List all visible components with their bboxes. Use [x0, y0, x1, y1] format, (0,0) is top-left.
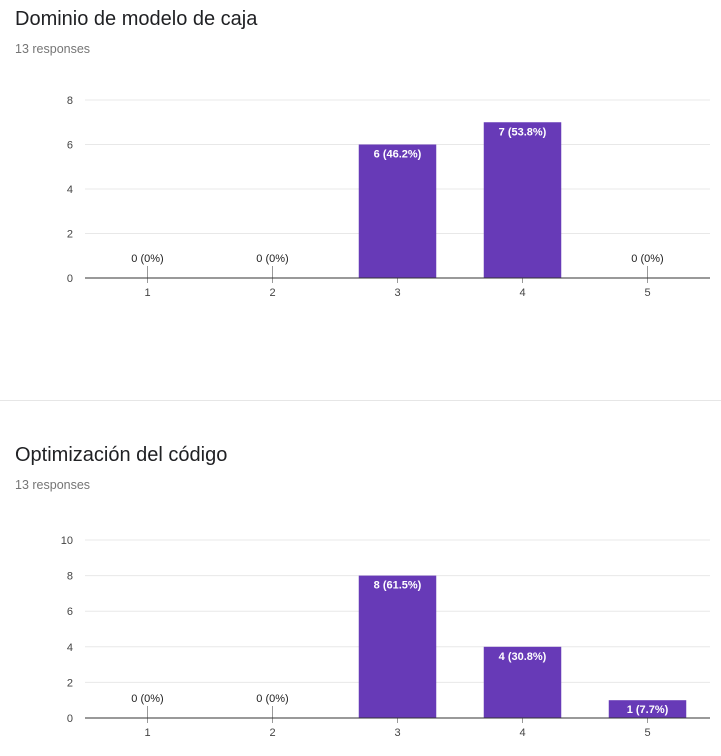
x-tick-label: 3 — [394, 727, 400, 739]
data-label: 1 (7.7%) — [627, 704, 669, 716]
question-title: Optimización del código — [15, 444, 228, 466]
data-label: 7 (53.8%) — [499, 126, 547, 138]
y-tick-label: 10 — [61, 535, 73, 547]
data-label: 6 (46.2%) — [374, 149, 422, 161]
data-label: 0 (0%) — [631, 253, 663, 265]
y-tick-label: 8 — [67, 571, 73, 583]
question-card-dominio: Dominio de modelo de caja 13 responses 0… — [15, 8, 710, 299]
y-tick-label: 8 — [67, 95, 73, 107]
x-tick-label: 4 — [519, 287, 525, 299]
bar-chart-dominio: 0 2 4 6 8 0 (0%) 1 0 (0%) 2 6 (46.2%) 3 7 (53.8%) 4 0… — [67, 95, 710, 299]
x-tick-label: 2 — [269, 287, 275, 299]
x-tick-label: 5 — [644, 287, 650, 299]
response-count: 13 responses — [15, 478, 91, 492]
bar — [483, 646, 562, 718]
bar — [358, 144, 437, 278]
x-tick-label: 1 — [144, 287, 150, 299]
data-label: 4 (30.8%) — [499, 651, 547, 663]
response-count: 13 responses — [15, 42, 91, 56]
y-tick-label: 2 — [67, 677, 73, 689]
data-label: 0 (0%) — [256, 253, 288, 265]
bar-chart-optimizacion: 0 2 4 6 8 10 0 (0%) 1 0 (0%) 2 8 (61.5%) 3 4 (30.8%)… — [61, 535, 710, 739]
x-tick-label: 3 — [394, 287, 400, 299]
question-title: Dominio de modelo de caja — [15, 8, 258, 30]
y-tick-label: 6 — [67, 606, 73, 618]
bar — [358, 575, 437, 718]
data-label: 0 (0%) — [256, 693, 288, 705]
x-tick-label: 1 — [144, 727, 150, 739]
y-tick-label: 2 — [67, 229, 73, 241]
bar — [608, 700, 687, 718]
x-tick-label: 4 — [519, 727, 525, 739]
card-divider — [0, 400, 721, 401]
data-label: 0 (0%) — [131, 693, 163, 705]
y-tick-label: 6 — [67, 140, 73, 152]
y-tick-label: 0 — [67, 713, 73, 725]
question-card-optimizacion: Optimización del código 13 responses 0 2 4… — [0, 402, 721, 756]
x-tick-label: 5 — [644, 727, 650, 739]
data-label: 8 (61.5%) — [374, 580, 422, 592]
y-tick-label: 4 — [67, 184, 73, 196]
y-tick-label: 4 — [67, 642, 73, 654]
y-tick-label: 0 — [67, 273, 73, 285]
data-label: 0 (0%) — [131, 253, 163, 265]
bar — [483, 122, 562, 278]
x-tick-label: 2 — [269, 727, 275, 739]
